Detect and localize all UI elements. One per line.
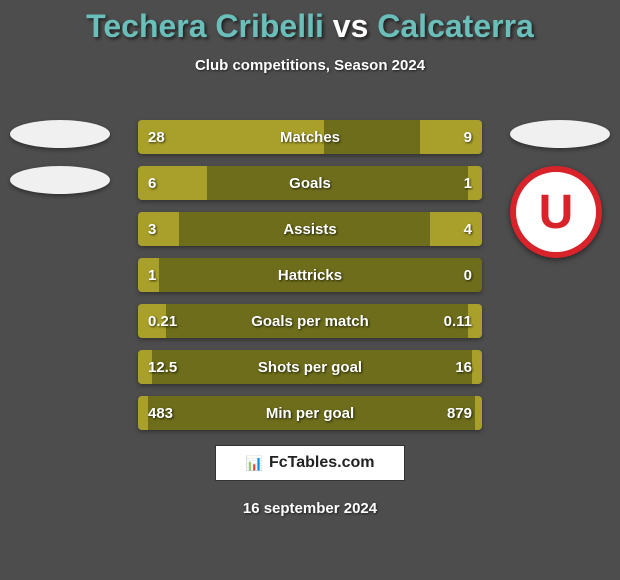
- stat-row: 12.5Shots per goal16: [138, 350, 482, 384]
- stat-row: 483Min per goal879: [138, 396, 482, 430]
- player1-name: Techera Cribelli: [86, 8, 324, 44]
- stat-label: Shots per goal: [138, 359, 482, 376]
- stat-label: Hattricks: [138, 267, 482, 284]
- stat-row: 0.21Goals per match0.11: [138, 304, 482, 338]
- stat-value-right: 0: [464, 267, 472, 284]
- stat-row: 28Matches9: [138, 120, 482, 154]
- left-club-badges: [10, 120, 110, 212]
- stats-chart: 28Matches96Goals13Assists41Hattricks00.2…: [138, 120, 482, 442]
- stat-label: Matches: [138, 129, 482, 146]
- club-ellipse-badge: [10, 166, 110, 194]
- club-logo-u: U: [510, 166, 602, 258]
- fctables-logo: 📊 FcTables.com: [215, 445, 405, 481]
- club-ellipse-badge: [510, 120, 610, 148]
- stat-label: Goals: [138, 175, 482, 192]
- stat-value-right: 1: [464, 175, 472, 192]
- stat-value-right: 0.11: [444, 313, 472, 330]
- comparison-title: Techera Cribelli vs Calcaterra: [0, 0, 620, 45]
- subtitle: Club competitions, Season 2024: [0, 57, 620, 74]
- right-club-badges: U: [510, 120, 610, 258]
- stat-row: 6Goals1: [138, 166, 482, 200]
- stat-value-right: 9: [464, 129, 472, 146]
- stat-row: 3Assists4: [138, 212, 482, 246]
- chart-icon: 📊: [246, 455, 263, 472]
- fctables-logo-text: FcTables.com: [269, 454, 375, 472]
- stat-row: 1Hattricks0: [138, 258, 482, 292]
- stat-label: Goals per match: [138, 313, 482, 330]
- vs-text: vs: [333, 8, 369, 44]
- player2-name: Calcaterra: [377, 8, 534, 44]
- footer-date: 16 september 2024: [0, 500, 620, 517]
- stat-value-right: 16: [455, 359, 472, 376]
- club-ellipse-badge: [10, 120, 110, 148]
- stat-value-right: 879: [447, 405, 472, 422]
- stat-label: Assists: [138, 221, 482, 238]
- stat-label: Min per goal: [138, 405, 482, 422]
- stat-value-right: 4: [464, 221, 472, 238]
